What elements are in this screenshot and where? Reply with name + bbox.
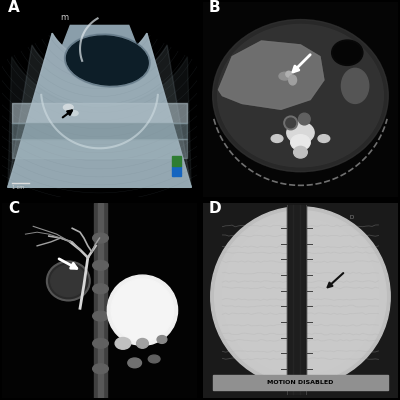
Ellipse shape [93,233,108,243]
Ellipse shape [64,104,73,110]
Circle shape [286,71,292,77]
Bar [289,205,304,394]
Ellipse shape [70,111,78,116]
Ellipse shape [332,40,363,65]
Ellipse shape [93,311,108,321]
Ellipse shape [342,68,369,104]
Circle shape [286,118,296,128]
Bar [172,166,182,176]
Ellipse shape [93,284,108,294]
Bar [98,203,104,398]
Bar [172,156,182,166]
Ellipse shape [271,135,283,142]
Ellipse shape [148,355,160,363]
Ellipse shape [334,42,361,64]
Bar [287,205,306,394]
Ellipse shape [289,75,296,85]
Circle shape [298,113,310,125]
Ellipse shape [47,262,90,300]
Polygon shape [8,33,191,187]
Polygon shape [218,41,324,109]
Ellipse shape [218,24,383,167]
Ellipse shape [93,338,108,348]
Polygon shape [8,57,191,187]
Ellipse shape [93,260,108,270]
Bar [213,374,388,390]
Text: C: C [8,201,19,216]
Text: D: D [349,215,354,220]
Text: B: B [209,0,220,15]
Circle shape [211,207,390,386]
Text: MOTION DISABLED: MOTION DISABLED [267,380,334,385]
Ellipse shape [279,72,291,80]
Polygon shape [8,33,191,187]
Text: 1 cm: 1 cm [12,185,24,190]
Ellipse shape [318,135,330,142]
Ellipse shape [51,265,86,296]
Bar [94,203,107,398]
Circle shape [284,116,298,130]
Ellipse shape [213,20,388,172]
Text: D: D [209,201,222,216]
Text: m: m [60,12,69,22]
Ellipse shape [115,338,131,349]
Ellipse shape [291,135,310,150]
Ellipse shape [294,146,307,158]
Circle shape [222,218,378,374]
Circle shape [107,275,178,345]
Ellipse shape [157,336,167,343]
Ellipse shape [66,36,148,85]
Ellipse shape [137,338,148,348]
Circle shape [215,211,386,382]
Ellipse shape [64,34,150,87]
Text: A: A [8,0,20,15]
Polygon shape [8,26,191,187]
Ellipse shape [128,358,142,368]
Polygon shape [218,41,324,109]
Ellipse shape [213,20,388,172]
Ellipse shape [213,20,388,172]
Circle shape [111,279,174,342]
Ellipse shape [287,122,314,144]
Ellipse shape [93,364,108,374]
Polygon shape [8,45,191,187]
